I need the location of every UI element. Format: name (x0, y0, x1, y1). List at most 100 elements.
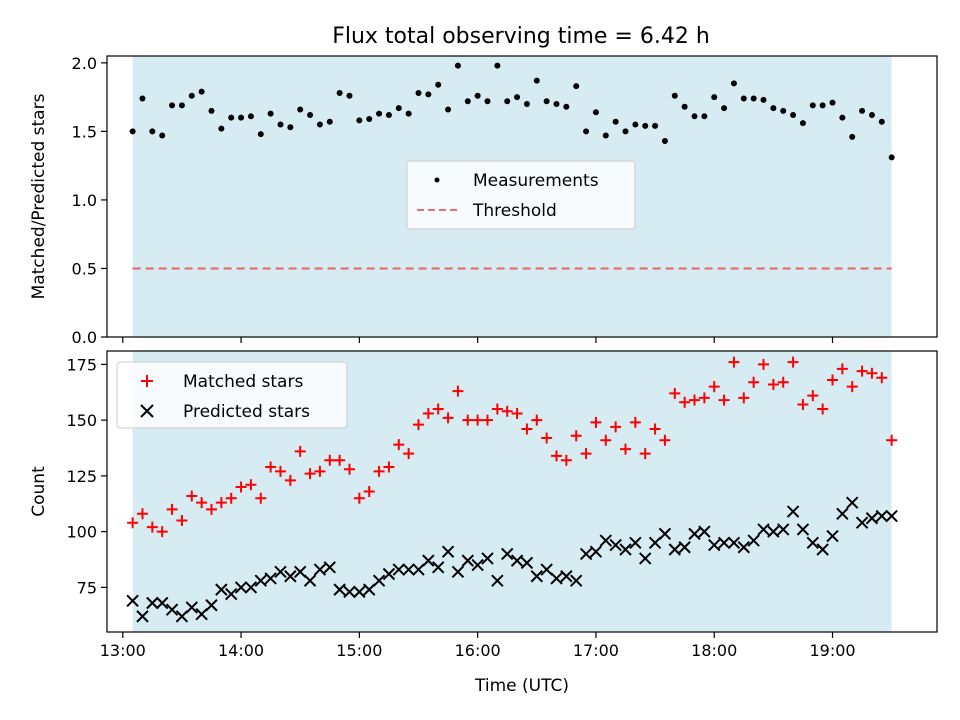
predicted-star-point (875, 509, 889, 523)
measurement-point (326, 118, 333, 125)
y-tick-label: 1.0 (72, 191, 97, 210)
measurement-point (129, 128, 136, 135)
measurement-point (573, 83, 580, 90)
measurement-point (464, 98, 471, 105)
y-tick-label: 175 (66, 355, 97, 374)
matched-star-point (403, 448, 415, 460)
measurement-point (238, 114, 245, 121)
matched-star-point (560, 454, 572, 466)
measurement-point (632, 121, 639, 128)
predicted-star-point (481, 552, 494, 565)
measurement-point (336, 90, 343, 97)
matched-star-point (462, 414, 474, 426)
predicted-star-point (215, 583, 228, 596)
predicted-star-point (737, 541, 751, 554)
measurement-point (376, 110, 383, 117)
predicted-star-point (550, 572, 563, 585)
plot-frame (106, 350, 938, 633)
measurement-point (277, 121, 284, 128)
predicted-star-point (846, 496, 859, 509)
measurement-point (602, 132, 609, 139)
predicted-star-point (727, 536, 741, 550)
measurement-point (514, 94, 521, 101)
predicted-star-point (165, 603, 179, 616)
measurement-point (799, 120, 806, 127)
matched-star-point (146, 521, 158, 533)
predicted-star-point (599, 534, 612, 547)
predicted-star-point (146, 596, 159, 610)
predicted-star-point (244, 581, 258, 594)
measurement-point (661, 137, 668, 144)
matched-star-point (393, 439, 405, 451)
matched-star-point (127, 517, 139, 529)
predicted-star-point (185, 601, 198, 614)
legend-box (116, 361, 348, 429)
ratio-panel: 0.00.51.01.52.0 Matched/Predicted stars … (29, 54, 938, 347)
matched-star-point (531, 414, 543, 426)
matched-star-point (728, 356, 740, 368)
x-tick-label: 14:00 (218, 641, 264, 660)
measurement-point (435, 81, 442, 88)
matched-star-point (452, 385, 464, 397)
measurement-point (711, 94, 718, 101)
measurement-point (208, 107, 215, 114)
legend-entry-measurements: Measurements (434, 171, 599, 191)
measurement-point (553, 100, 560, 107)
measurement-point (859, 107, 866, 114)
matched-star-point (758, 358, 770, 370)
predicted-star-point (570, 574, 583, 587)
measurement-point (622, 128, 629, 135)
matched-star-point (353, 492, 365, 504)
matched-star-point (334, 454, 346, 466)
predicted-star-point (205, 599, 218, 612)
predicted-star-point (303, 574, 317, 587)
x-tick-label: 13:00 (100, 641, 146, 660)
predicted-star-point (461, 554, 474, 567)
y-axis-label: Matched/Predicted stars (29, 93, 49, 299)
predicted-star-point (501, 547, 514, 561)
matched-star-point (856, 365, 868, 377)
predicted-star-point (678, 541, 691, 554)
matched-star-point (669, 387, 681, 399)
measurement-point (395, 105, 402, 112)
predicted-star-point (648, 536, 662, 550)
measurement-point (484, 98, 491, 105)
measurement-point (198, 88, 205, 95)
predicted-star-point (629, 536, 642, 550)
predicted-star-point (816, 543, 829, 556)
measurement-point (612, 118, 619, 125)
legend-marker-matched-stars (141, 375, 153, 387)
matched-star-point (176, 514, 188, 526)
predicted-star-point (767, 525, 780, 538)
matched-star-point (304, 468, 316, 480)
measurement-point (543, 98, 550, 105)
predicted-star-point (382, 567, 396, 581)
measurement-point (307, 111, 314, 118)
measurement-point (445, 106, 452, 113)
predicted-star-point (885, 509, 898, 523)
matched-star-point (501, 405, 513, 417)
predicted-star-point (658, 527, 672, 541)
legend-marker-predicted-stars (140, 404, 154, 418)
measurement-point (504, 98, 511, 105)
predicted-star-point (540, 563, 553, 576)
predicted-star-point (343, 585, 356, 599)
legend: Matched stars Predicted stars (116, 361, 348, 429)
predicted-star-point (422, 554, 435, 567)
predicted-star-point (274, 565, 287, 578)
matched-star-point (797, 399, 809, 411)
matched-star-point (442, 412, 454, 424)
matched-star-point (255, 492, 267, 504)
measurement-point (247, 113, 254, 120)
predicted-star-point (619, 543, 632, 556)
matched-star-point (521, 423, 533, 435)
figure-title: Flux total observing time = 6.42 h (332, 24, 710, 49)
matched-star-point (343, 463, 355, 475)
matched-star-point (659, 434, 671, 446)
matched-star-point (610, 421, 622, 433)
predicted-star-point (412, 563, 425, 576)
matched-star-point (383, 461, 395, 473)
measurement-point (267, 110, 274, 117)
measurement-point (652, 122, 659, 129)
predicted-star-point (284, 570, 297, 583)
